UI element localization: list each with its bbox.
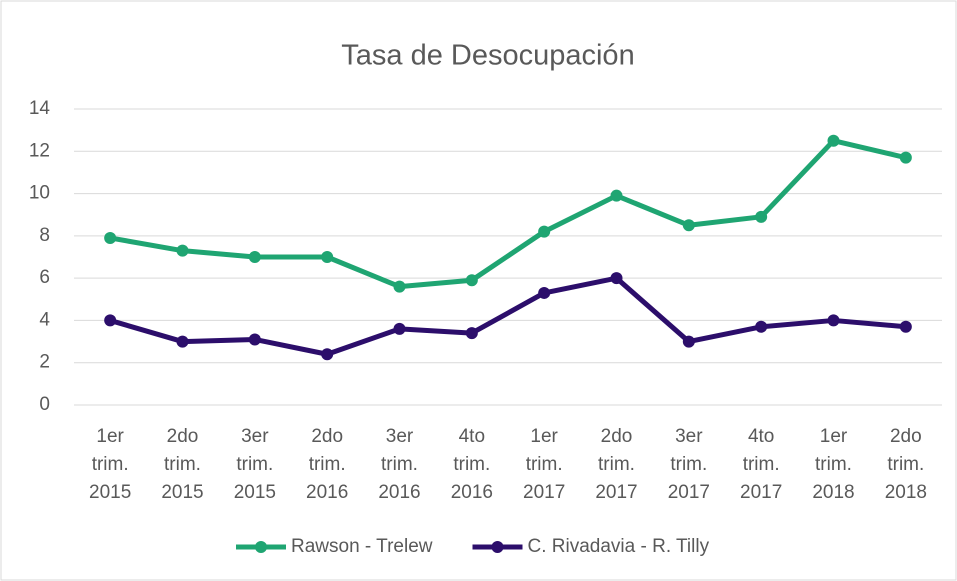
- x-tick-label: trim.: [92, 454, 129, 475]
- data-point: [393, 280, 406, 293]
- x-tick-label: 2015: [89, 482, 131, 503]
- y-tick-label: 0: [39, 394, 50, 415]
- data-point: [321, 348, 334, 361]
- x-tick-label: trim.: [887, 454, 924, 475]
- data-point: [755, 210, 768, 223]
- x-tick-label: 1er: [530, 426, 558, 447]
- x-tick-label: trim.: [381, 454, 418, 475]
- x-tick-label: trim.: [598, 454, 635, 475]
- x-tick-label: 3er: [241, 426, 269, 447]
- legend-marker: [255, 541, 267, 553]
- x-tick-label: trim.: [526, 454, 563, 475]
- chart-title: Tasa de Desocupación: [341, 40, 634, 72]
- x-tick-label: trim.: [743, 454, 780, 475]
- x-tick-label: 3er: [675, 426, 703, 447]
- data-point: [827, 314, 840, 327]
- data-point: [538, 225, 551, 238]
- y-tick-label: 2: [39, 352, 50, 373]
- data-point: [321, 251, 334, 263]
- data-point: [610, 189, 623, 202]
- x-tick-label: trim.: [164, 454, 201, 475]
- x-tick-label: 2016: [306, 482, 348, 503]
- y-tick-label: 8: [39, 225, 50, 246]
- series-line: [109, 275, 907, 357]
- data-point: [465, 327, 478, 340]
- data-point: [176, 244, 189, 257]
- data-point: [465, 274, 478, 287]
- data-point: [827, 134, 840, 147]
- x-tick-label: 2017: [523, 482, 565, 503]
- data-point: [104, 314, 117, 327]
- data-point: [248, 333, 261, 346]
- x-tick-label: 2016: [378, 482, 420, 503]
- x-tick-label: trim.: [453, 454, 490, 475]
- data-point: [682, 335, 695, 348]
- data-point: [682, 219, 695, 232]
- x-tick-label: trim.: [309, 454, 346, 475]
- y-tick-label: 4: [39, 309, 50, 330]
- data-point: [899, 320, 912, 333]
- x-tick-label: 4to: [459, 426, 485, 447]
- x-tick-label: 2do: [890, 426, 922, 447]
- x-tick-label: 2do: [167, 426, 199, 447]
- series-line: [109, 138, 907, 290]
- legend-label: Rawson - Trelew: [291, 536, 433, 557]
- x-tick-label: 2017: [740, 482, 782, 503]
- y-tick-label: 6: [39, 267, 50, 288]
- x-tick-label: trim.: [670, 454, 707, 475]
- y-tick-label: 14: [29, 98, 51, 119]
- x-tick-label: 2017: [668, 482, 710, 503]
- data-point: [104, 231, 117, 244]
- y-tick-label: 10: [29, 183, 50, 204]
- x-tick-label: 2018: [812, 482, 854, 503]
- x-tick-label: trim.: [815, 454, 852, 475]
- x-tick-label: 1er: [96, 426, 124, 447]
- x-tick-label: 2018: [885, 482, 927, 503]
- x-tick-label: 1er: [820, 426, 848, 447]
- x-tick-label: 4to: [748, 426, 774, 447]
- data-point: [610, 272, 623, 285]
- data-point: [248, 251, 261, 263]
- x-tick-label: 2015: [161, 482, 203, 503]
- data-point: [393, 322, 406, 335]
- data-point: [538, 286, 551, 299]
- data-point: [755, 320, 768, 333]
- legend-marker: [491, 541, 504, 553]
- x-tick-label: trim.: [236, 454, 273, 475]
- x-tick-label: 3er: [386, 426, 414, 447]
- x-tick-label: 2016: [451, 482, 493, 503]
- x-tick-label: 2do: [311, 426, 343, 447]
- legend-label: C. Rivadavia - R. Tilly: [528, 536, 710, 557]
- data-point: [176, 335, 189, 348]
- y-tick-label: 12: [29, 140, 50, 161]
- data-point: [899, 151, 912, 164]
- x-tick-label: 2017: [595, 482, 637, 503]
- x-tick-label: 2015: [234, 482, 276, 503]
- x-tick-label: 2do: [601, 426, 633, 447]
